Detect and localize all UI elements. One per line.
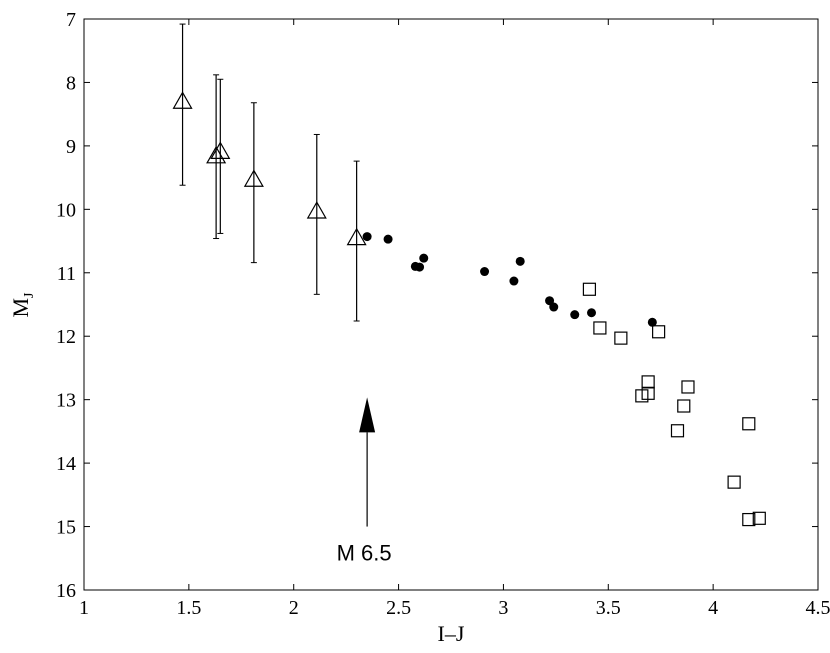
data-point-circle	[570, 310, 580, 320]
data-point-circle	[419, 253, 429, 263]
data-point-triangle	[172, 91, 193, 109]
error-bars	[179, 23, 360, 322]
y-tick-label: 11	[57, 263, 76, 285]
data-point-circle	[515, 256, 525, 266]
y-axis-title-main: M	[8, 298, 33, 318]
data-point-square	[681, 380, 695, 394]
y-tick-label: 15	[56, 517, 76, 539]
x-tick-label: 4	[708, 597, 718, 619]
y-tick-label: 16	[56, 580, 76, 602]
plot-area	[83, 18, 819, 591]
data-point-circle	[545, 296, 555, 306]
data-point-triangle	[210, 141, 231, 159]
data-point-circle	[362, 232, 372, 242]
y-tick-labels: 7 8 9 10 11 12 13 14 15 16	[56, 9, 76, 602]
data-point-square	[641, 386, 655, 400]
x-tick-labels: 1 1.5 2 2.5 3 3.5 4 4.5	[79, 597, 830, 619]
data-point-circle	[549, 302, 559, 312]
y-tick-label: 9	[66, 136, 76, 158]
y-tick-label: 7	[66, 9, 76, 31]
y-tick-label: 10	[56, 199, 76, 221]
data-point-square	[670, 424, 685, 438]
x-axis-title: I–J	[438, 621, 465, 646]
y-axis-title: MJ	[8, 292, 37, 318]
x-tick-label: 1	[79, 597, 89, 619]
y-tick-label: 12	[56, 326, 76, 348]
x-tick-label: 2.5	[386, 597, 411, 619]
axis-ticks	[83, 18, 819, 591]
y-axis-title-sub: J	[22, 292, 37, 298]
data-point-circle	[509, 276, 519, 286]
data-point-square	[727, 475, 741, 489]
data-point-triangle	[346, 227, 367, 246]
data-point-triangle	[243, 169, 264, 187]
annotation-arrow-head	[359, 397, 376, 433]
x-tick-label: 1.5	[176, 597, 201, 619]
data-point-square	[677, 399, 691, 413]
data-point-square	[742, 417, 756, 431]
x-tick-label: 4.5	[806, 597, 830, 619]
data-point-square	[614, 331, 628, 345]
annotation: M 6.5	[337, 397, 392, 566]
data-point-circle	[587, 308, 597, 318]
data-point-circle	[480, 267, 490, 277]
data-point-circle	[415, 262, 425, 272]
svg-text:MJ: MJ	[8, 292, 37, 318]
y-tick-label: 13	[56, 390, 76, 412]
data-point-triangle	[206, 145, 227, 164]
y-tick-label: 8	[66, 72, 76, 94]
data-point-circle	[383, 234, 393, 244]
x-tick-label: 3	[498, 597, 508, 619]
data-point-square	[752, 511, 766, 525]
data-point-square	[582, 282, 597, 296]
data-point-square	[742, 512, 756, 527]
data-markers	[172, 91, 766, 527]
annotation-label: M 6.5	[337, 541, 392, 566]
y-tick-label: 14	[56, 453, 76, 475]
data-point-square	[593, 321, 607, 335]
x-tick-label: 2	[289, 597, 299, 619]
data-point-circle	[647, 317, 657, 327]
data-point-square	[652, 325, 666, 339]
x-tick-label: 3.5	[596, 597, 621, 619]
data-point-triangle	[306, 201, 327, 219]
